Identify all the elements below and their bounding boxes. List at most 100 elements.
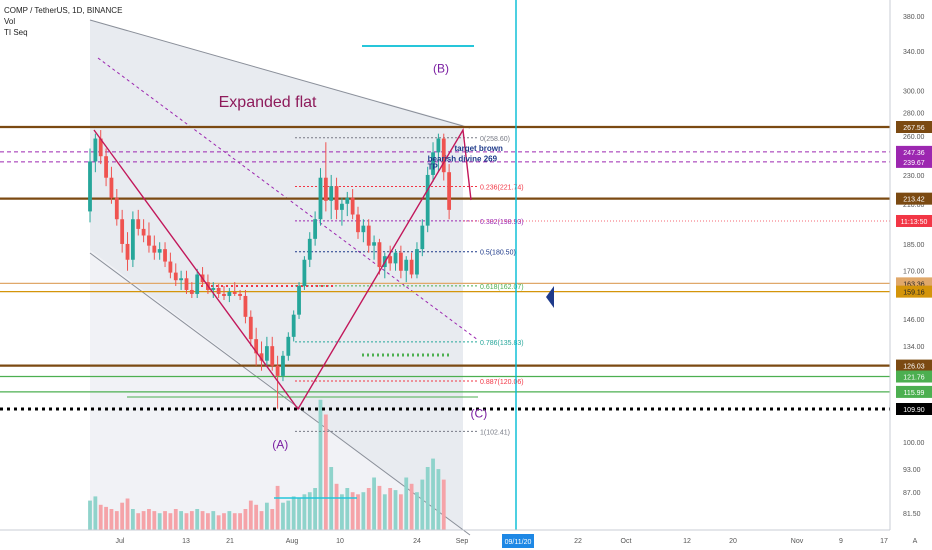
candle-body <box>248 316 253 340</box>
volume-bar <box>206 513 210 530</box>
volume-bar <box>120 502 125 530</box>
volume-bar <box>366 488 371 530</box>
wave-count-lines <box>93 127 472 411</box>
volume-bar <box>189 511 194 530</box>
candle-body <box>404 259 409 271</box>
price-tag-bg <box>896 145 932 158</box>
volume-indicator-label: Vol <box>4 17 16 26</box>
candle-body <box>238 293 242 296</box>
volume-bar <box>125 498 130 530</box>
volume-bar <box>130 509 135 530</box>
candle-body <box>157 249 162 253</box>
annotation-note: bearish divine 269 <box>428 154 498 163</box>
volume-bar <box>264 502 269 530</box>
candle-body <box>270 346 275 366</box>
price-tick-label: 300.00 <box>903 89 925 96</box>
candle-body <box>168 261 173 273</box>
candle-body <box>323 177 328 201</box>
candle-body <box>259 353 264 361</box>
candle-body <box>232 291 237 294</box>
candle-body <box>93 138 98 162</box>
time-tick-label: 24 <box>413 538 421 545</box>
volume-bar <box>216 515 221 530</box>
volume-bar <box>436 469 441 530</box>
candle-body <box>415 249 419 275</box>
volume-bar <box>398 494 403 530</box>
candle-body <box>189 289 194 294</box>
candle-body <box>281 355 285 376</box>
candle-body <box>361 225 366 233</box>
current-price-tag-bg <box>896 214 932 227</box>
candle-body <box>222 293 226 296</box>
volume-bar <box>334 483 339 530</box>
price-tick-label: 380.00 <box>903 14 925 21</box>
candle-body <box>114 197 119 220</box>
candle-body <box>313 219 318 239</box>
price-tick-label: 87.00 <box>903 490 921 497</box>
volume-bar <box>179 511 184 530</box>
candle-body <box>147 235 151 246</box>
price-tag-label: 126.03 <box>903 364 925 371</box>
volume-bar <box>98 504 103 530</box>
time-tick-label: 9 <box>839 538 843 545</box>
time-tick-label: 13 <box>182 538 190 545</box>
candle-body <box>356 214 360 233</box>
candle-body <box>275 365 280 376</box>
volume-bar <box>393 490 398 530</box>
volume-bar <box>404 477 409 530</box>
price-tick-label: 280.00 <box>903 111 925 118</box>
volume-bar <box>350 492 355 530</box>
candle-body <box>88 161 92 212</box>
price-axis-bg <box>890 0 932 550</box>
candle-body <box>125 243 130 260</box>
volume-bar <box>313 488 318 530</box>
volume-bar <box>248 500 253 530</box>
annotation-note: TP <box>428 162 439 171</box>
fib-label: 0.618(162.07) <box>480 284 524 291</box>
volume-bar <box>356 494 360 530</box>
volume-bar <box>147 509 151 530</box>
candle-body <box>441 138 446 173</box>
volume-bar <box>425 467 430 530</box>
volume-bar <box>441 479 446 530</box>
candle-body <box>136 219 141 229</box>
volume-bar <box>323 414 328 530</box>
candle-body <box>436 138 441 153</box>
fib-label: 1(102.41) <box>480 429 510 436</box>
candle-body <box>302 259 307 287</box>
candle-body <box>372 242 376 246</box>
candle-body <box>297 286 301 315</box>
candle-body <box>104 156 108 178</box>
volume-bar <box>275 485 280 530</box>
candle-body <box>211 287 216 290</box>
price-tick-label: 230.00 <box>903 173 925 180</box>
volume-bar <box>243 509 248 530</box>
candle-body <box>431 152 435 175</box>
candle-body <box>398 252 403 271</box>
annotation-note: target brown <box>454 144 503 153</box>
volume-bar <box>409 483 414 530</box>
volume-bar <box>238 513 242 530</box>
volume-bar <box>377 485 382 530</box>
volume-bar <box>114 511 119 530</box>
volume-bar <box>259 511 264 530</box>
candle-body <box>425 174 430 226</box>
volume-bar <box>222 513 226 530</box>
price-tag-bg <box>896 370 932 383</box>
volume-bar <box>136 513 141 530</box>
ti-seq-indicator-label: TI Seq <box>4 28 28 37</box>
candle-body <box>109 177 114 198</box>
price-tag-bg <box>896 155 932 168</box>
time-tick-label: Oct <box>621 538 632 545</box>
price-tag-label: 247.36 <box>903 150 925 157</box>
volume-bar <box>318 399 323 530</box>
candle-body <box>179 278 184 281</box>
fib-label: 0.236(221.74) <box>480 185 524 192</box>
candle-body <box>377 242 382 268</box>
pointer-arrow <box>546 286 554 308</box>
volume-bar <box>420 479 425 530</box>
candle-body <box>286 336 291 356</box>
volume-bar <box>345 488 350 530</box>
time-tick-label: Sep <box>456 538 469 545</box>
